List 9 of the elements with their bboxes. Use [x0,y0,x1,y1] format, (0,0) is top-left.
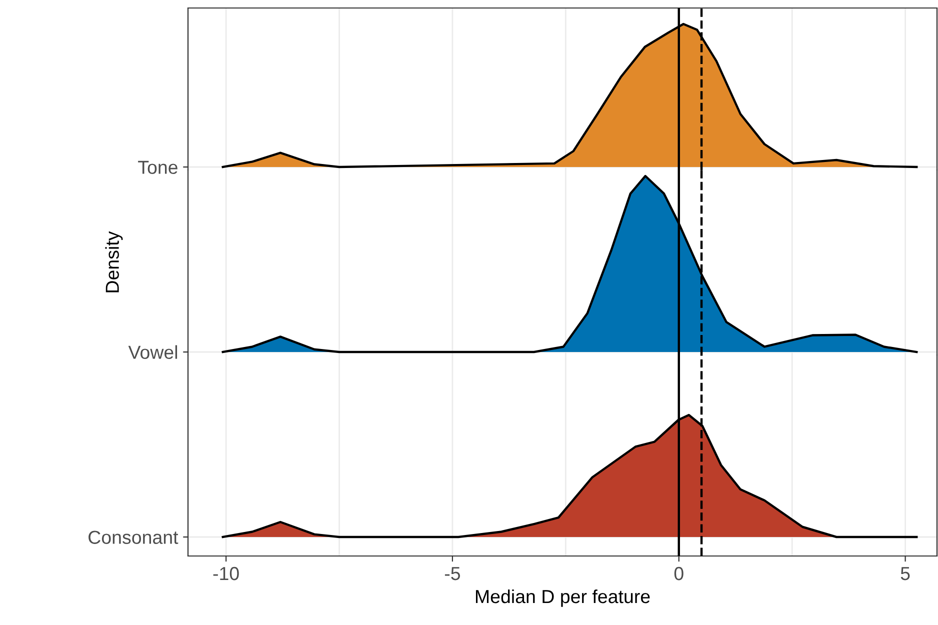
text: Tone [138,160,178,174]
x-tick-label: -10 [213,566,239,580]
x-axis-title: Median D per feature [476,589,650,607]
text: Vowel [128,345,178,359]
x-tick-label: 5 [900,567,910,580]
text: Consonant [88,530,178,544]
x-tick-label: -5 [444,567,460,580]
y-axis-title: Density [105,231,123,292]
x-tick-label: 0 [674,566,684,580]
